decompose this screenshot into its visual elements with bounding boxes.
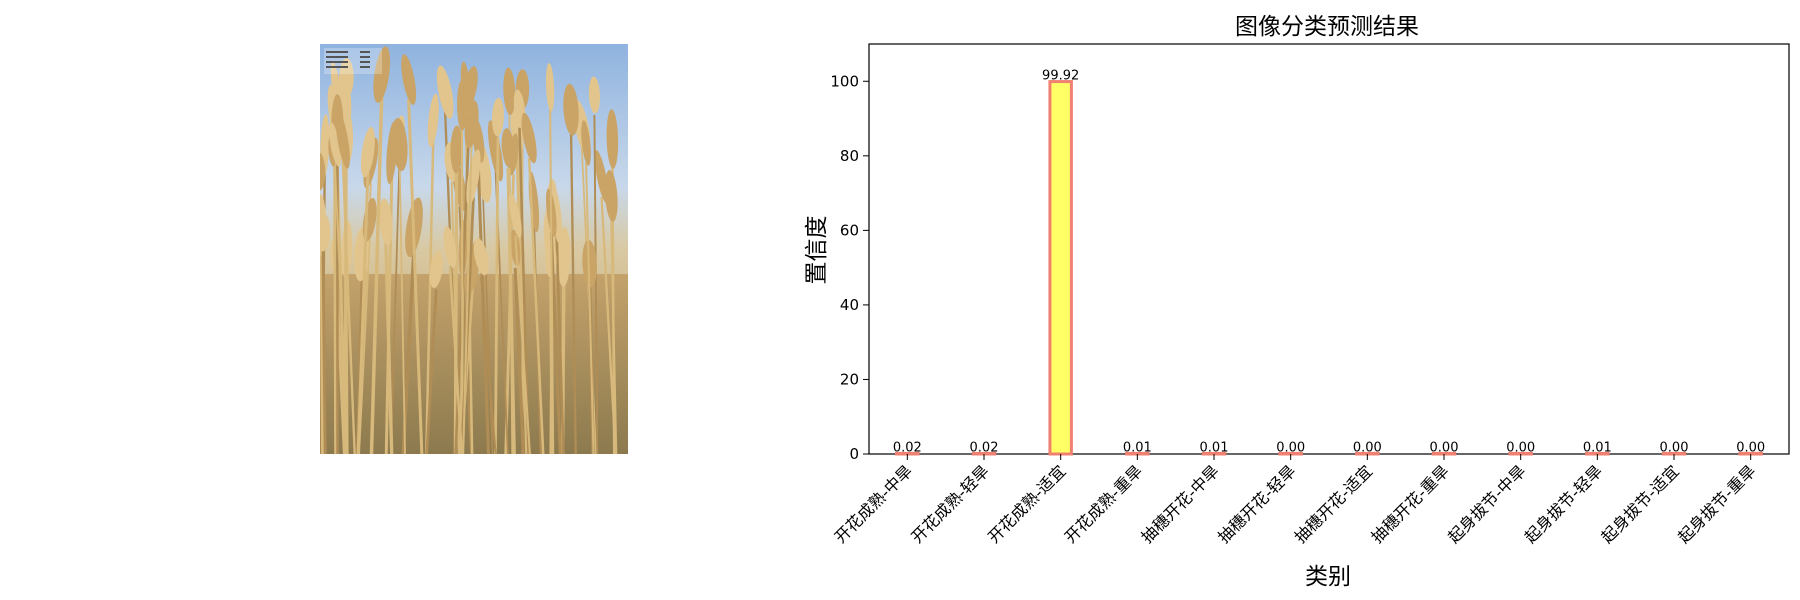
x-tick-label: 抽穗开花-轻旱 [1214,461,1299,546]
plot-frame [868,43,1790,455]
photo-legend [324,48,382,74]
x-axis-title: 类别 [1305,564,1351,590]
y-tick-label: 20 [840,370,859,388]
bar-value-label: 0.01 [1123,440,1152,455]
wheat-stalks [320,46,619,454]
x-tick-label: 开花成熟-轻旱 [907,461,992,546]
y-tick-label: 40 [840,296,859,314]
x-tick-label: 抽穗开花-中旱 [1137,461,1222,546]
bar-value-label: 0.01 [1200,440,1229,455]
x-tick-label: 起身拔节-中旱 [1444,461,1529,546]
y-tick-label: 100 [830,72,859,90]
bar-value-label: 0.00 [1506,440,1535,455]
bar-value-label: 0.02 [893,440,922,455]
y-tick-label: 0 [849,445,859,463]
bar-value-label: 99.92 [1042,69,1079,84]
y-tick-label: 60 [840,221,859,239]
y-axis: 0 20 40 60 80 100 [830,72,869,463]
bar-value-label: 0.00 [1430,440,1459,455]
wheat-photo [320,44,628,454]
y-axis-title: 置信度 [804,216,830,285]
bar-value-label: 0.00 [1276,440,1305,455]
bar-value-label: 0.00 [1353,440,1382,455]
bar-value-label: 0.02 [970,440,999,455]
x-tick-label: 抽穗开花-重旱 [1367,461,1452,546]
x-tick-label: 开花成熟-重旱 [1061,461,1146,546]
x-tick-label: 开花成熟-中旱 [831,461,916,546]
x-tick-label: 起身拔节-轻旱 [1521,461,1606,546]
bar-value-label: 0.00 [1736,440,1765,455]
x-axis: 开花成熟-中旱开花成熟-轻旱开花成熟-适宜开花成熟-重旱抽穗开花-中旱抽穗开花-… [831,454,1759,547]
x-tick-label: 起身拔节-适宜 [1597,461,1682,546]
bars [895,80,1763,456]
x-tick-label: 开花成熟-适宜 [984,461,1069,546]
x-tick-label: 起身拔节-重旱 [1674,461,1759,546]
chart-title: 图像分类预测结果 [1235,14,1419,40]
x-tick-label: 抽穗开花-适宜 [1291,461,1376,546]
bar-value-labels: 0.02 0.02 99.92 0.01 0.01 0.00 0.00 0.00 0.00 0.0… [893,69,1765,456]
y-tick-label: 80 [840,147,859,165]
bar-value-label: 0.00 [1660,440,1689,455]
bar [1048,80,1073,456]
bar-value-label: 0.01 [1583,440,1612,455]
